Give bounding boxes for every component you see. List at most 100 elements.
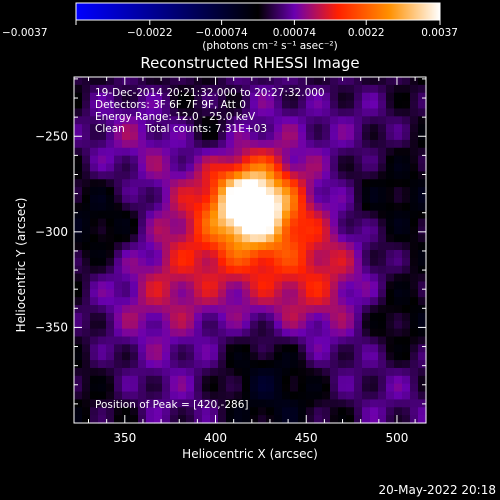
heatmap-cell [418, 250, 427, 259]
heatmap-cell [218, 147, 227, 157]
heatmap-cell [330, 218, 339, 228]
heatmap-cell [394, 116, 403, 125]
heatmap-cell [122, 344, 131, 353]
heatmap-cell [394, 108, 403, 117]
heatmap-cell [130, 179, 139, 188]
heatmap-cell [170, 226, 179, 235]
heatmap-cell [82, 320, 91, 330]
heatmap-cell [298, 297, 307, 306]
heatmap-cell [178, 297, 187, 306]
heatmap-cell [242, 218, 251, 228]
heatmap-cell [274, 312, 283, 322]
heatmap-cell [370, 100, 379, 110]
heatmap-cell [74, 210, 83, 220]
heatmap-cell [402, 116, 411, 125]
heatmap-cell [210, 383, 219, 393]
heatmap-cell [226, 187, 235, 196]
heatmap-cell [154, 234, 163, 243]
heatmap-cell [346, 163, 355, 172]
heatmap-cell [330, 132, 339, 141]
heatmap-cell [146, 257, 155, 267]
heatmap-cell [194, 163, 203, 172]
heatmap-cell [330, 234, 339, 243]
heatmap-cell [274, 202, 283, 212]
heatmap-cell [170, 210, 179, 220]
heatmap-cell [218, 289, 227, 298]
heatmap-cell [314, 367, 323, 377]
heatmap-cell [162, 234, 171, 243]
heatmap-cell [386, 375, 395, 385]
heatmap-cell [306, 218, 315, 228]
heatmap-cell [218, 360, 227, 369]
heatmap-cell [370, 92, 379, 102]
heatmap-cell [154, 92, 163, 102]
heatmap-cell [402, 250, 411, 259]
heatmap-cell [130, 407, 139, 416]
heatmap-cell [170, 399, 179, 408]
heatmap-cell [266, 218, 275, 228]
heatmap-cell [290, 139, 299, 149]
heatmap-cell [90, 210, 99, 220]
heatmap-cell [306, 100, 315, 110]
heatmap-cell [82, 415, 91, 424]
heatmap-cell [330, 163, 339, 172]
heatmap-cell [154, 289, 163, 298]
heatmap-cell [346, 84, 355, 94]
heatmap-cell [394, 328, 403, 338]
heatmap-cell [106, 281, 115, 290]
heatmap-cell [394, 336, 403, 345]
heatmap-cell [298, 100, 307, 110]
heatmap-cell [226, 218, 235, 228]
heatmap-cell [370, 132, 379, 141]
heatmap-cell [170, 391, 179, 401]
heatmap-cell [226, 383, 235, 393]
heatmap-cell [154, 336, 163, 345]
heatmap-cell [226, 328, 235, 338]
heatmap-cell [218, 305, 227, 314]
heatmap-cell [74, 375, 83, 385]
heatmap-cell [130, 273, 139, 283]
heatmap-cell [298, 273, 307, 283]
heatmap-cell [378, 289, 387, 298]
heatmap-cell [74, 250, 83, 259]
heatmap-cell [210, 187, 219, 196]
heatmap-cell [410, 194, 419, 204]
heatmap-cell [170, 257, 179, 267]
heatmap-cell [138, 407, 147, 416]
heatmap-cell [74, 147, 83, 157]
heatmap-cell [266, 124, 275, 133]
heatmap-cell [410, 344, 419, 353]
heatmap-cell [98, 344, 107, 353]
heatmap-cell [306, 281, 315, 290]
heatmap-cell [250, 320, 259, 330]
heatmap-cell [354, 257, 363, 267]
heatmap-cell [418, 281, 427, 290]
heatmap-cell [90, 312, 99, 322]
heatmap-cell [402, 367, 411, 377]
heatmap-cell [170, 336, 179, 345]
heatmap-cell [402, 297, 411, 306]
heatmap-cell [274, 155, 283, 165]
heatmap-cell [194, 281, 203, 290]
heatmap-cell [370, 250, 379, 259]
heatmap-cell [218, 124, 227, 133]
heatmap-cell [130, 132, 139, 141]
heatmap-cell [290, 210, 299, 220]
heatmap-cell [306, 360, 315, 369]
heatmap-cell [146, 391, 155, 401]
heatmap-cell [418, 210, 427, 220]
heatmap-cell [362, 375, 371, 385]
colorbar: −0.0037 −0.0022 −0.00074 0.00074 0.0022 0.003… [2, 2, 458, 52]
heatmap-cell [202, 312, 211, 322]
colorbar-tick-label: 0.0022 [348, 27, 385, 39]
heatmap-cell [378, 273, 387, 283]
heatmap-cell [370, 226, 379, 235]
heatmap-cell [378, 218, 387, 228]
heatmap-cell [82, 281, 91, 290]
heatmap-cell [306, 226, 315, 235]
heatmap-cell [298, 312, 307, 322]
colorbar-tick-label: 0.0037 [421, 27, 458, 39]
heatmap-cell [194, 77, 203, 86]
heatmap-cell [338, 328, 347, 338]
heatmap-cell [162, 399, 171, 408]
